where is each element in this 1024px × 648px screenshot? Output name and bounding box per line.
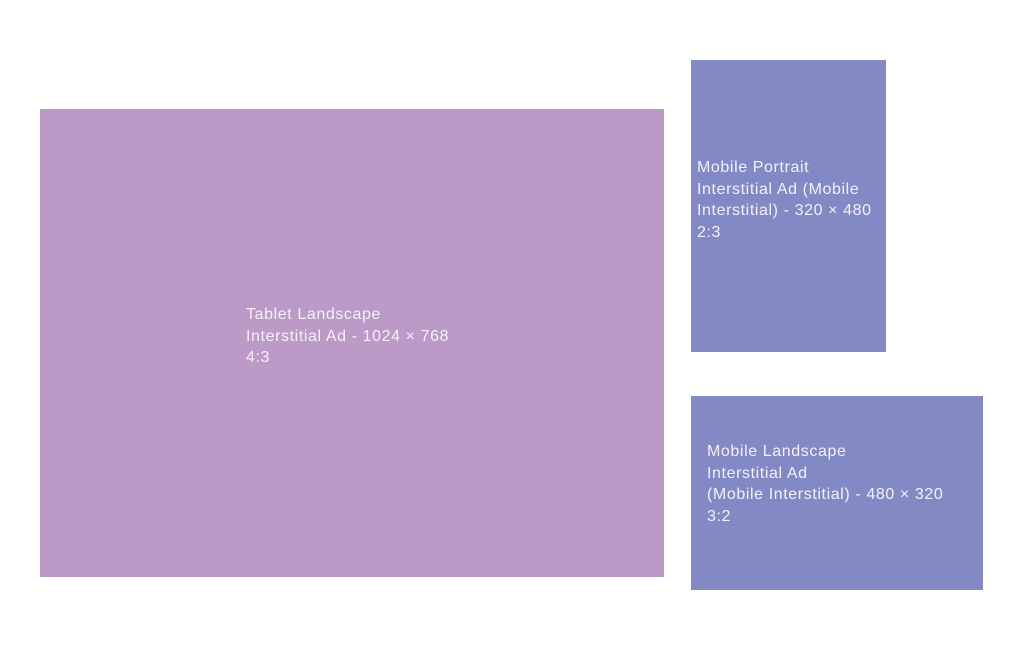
- aspect-ratio: 2:3: [697, 223, 722, 241]
- aspect-ratio: 4:3: [246, 349, 271, 366]
- mobile-landscape-ad-box: Mobile Landscape Interstitial Ad (Mobile…: [691, 396, 983, 590]
- label-line: Interstitial) - 320 × 480: [697, 202, 872, 219]
- label-line: Interstitial Ad (Mobile: [697, 180, 860, 198]
- tablet-landscape-ad-box: Tablet Landscape Interstitial Ad - 1024 …: [40, 109, 664, 577]
- mobile-portrait-label: Mobile Portrait Interstitial Ad (Mobile …: [697, 157, 872, 243]
- label-line: Mobile Portrait: [697, 159, 810, 176]
- label-line: Interstitial Ad: [707, 464, 808, 482]
- label-line: (Mobile Interstitial) - 480 × 320: [707, 486, 944, 503]
- label-line: Interstitial Ad - 1024 × 768: [246, 327, 450, 345]
- mobile-landscape-label: Mobile Landscape Interstitial Ad (Mobile…: [707, 441, 943, 527]
- mobile-portrait-ad-box: Mobile Portrait Interstitial Ad (Mobile …: [691, 60, 886, 352]
- label-line: Tablet Landscape: [246, 306, 382, 323]
- label-line: Mobile Landscape: [707, 443, 847, 460]
- tablet-landscape-label: Tablet Landscape Interstitial Ad - 1024 …: [246, 304, 449, 369]
- aspect-ratio: 3:2: [707, 507, 732, 525]
